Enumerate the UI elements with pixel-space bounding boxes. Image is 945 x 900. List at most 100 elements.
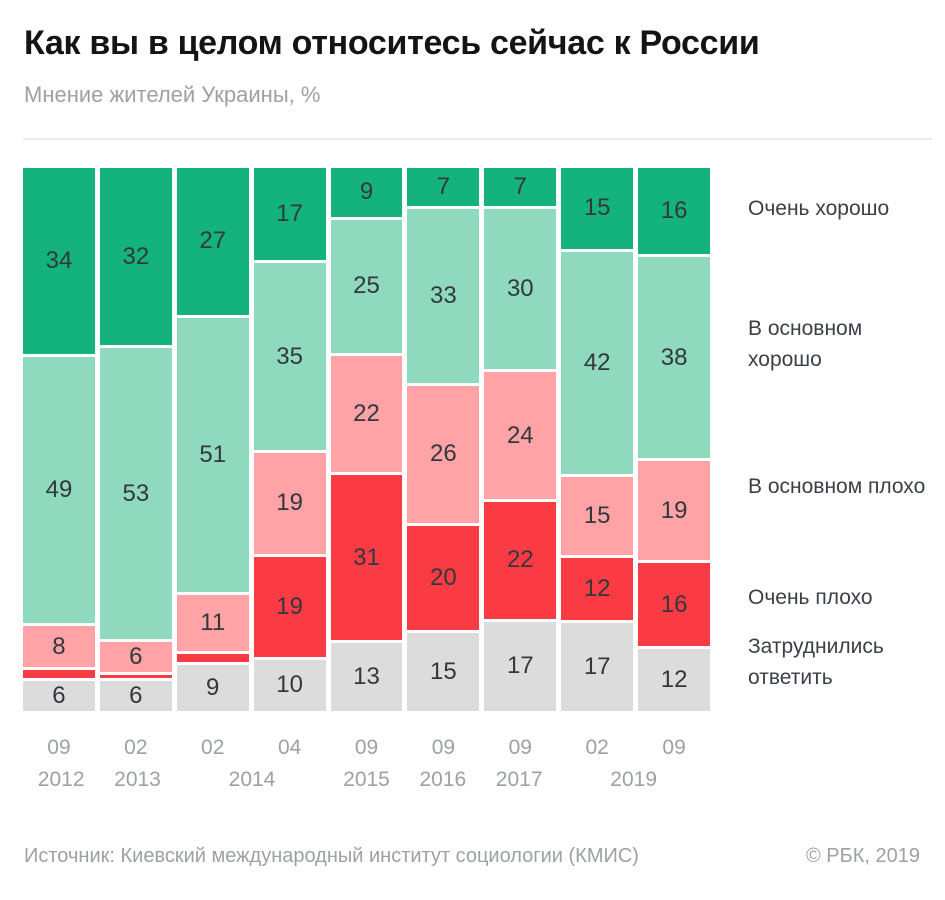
chart-legend: Очень хорошо В основном хорошо В основном … (748, 168, 933, 711)
bar-segment-mostly_good: 30 (484, 206, 557, 369)
bar-segment-mostly_bad: 26 (407, 383, 480, 523)
bar-segment-no_answer: 9 (176, 662, 249, 711)
bar-segment-mostly_good: 25 (330, 216, 403, 353)
bar-value-label: 19 (276, 489, 303, 517)
bar-value-label: 19 (660, 496, 688, 524)
x-axis-years: 2012 2013 2014 2015 2016 2017 2019 (23, 768, 710, 794)
bar-column: 16 38 19 16 12 (638, 168, 711, 711)
bar-value-label: 16 (660, 197, 688, 224)
bar-segment-mostly_good: 51 (176, 314, 249, 592)
bar-segment-very_good: 15 (561, 168, 634, 249)
bar-segment-very_bad (176, 651, 249, 663)
x-tick-year: 2012 (37, 768, 85, 791)
bar-segment-very_bad (99, 672, 172, 678)
stacked-bar-chart: 34 49 8 6 32 53 6 6 27 51 11 9 17 35 19 19 10 9 25 22 31 13 7 3… (23, 168, 711, 711)
bar-segment-no_answer: 6 (99, 677, 172, 711)
bar-column: 7 30 24 22 17 (484, 168, 557, 711)
bar-segment-mostly_bad: 24 (484, 368, 557, 500)
bar-value-label: 6 (52, 682, 66, 710)
bar-value-label: 34 (45, 247, 73, 275)
bar-segment-no_answer: 17 (484, 618, 557, 711)
legend-label-very_bad: Очень плохо (748, 586, 873, 609)
bar-segment-mostly_good: 33 (407, 205, 480, 384)
bar-value-label: 11 (200, 608, 226, 636)
x-axis-months: 09 02 02 04 09 09 09 02 09 (23, 736, 710, 760)
bar-column: 9 25 22 31 13 (330, 168, 403, 711)
x-tick-year: 2015 (343, 768, 390, 791)
bar-value-label: 38 (660, 343, 688, 371)
x-tick-month: 09 (47, 736, 71, 759)
bar-value-label: 25 (353, 272, 380, 300)
x-tick-year: 2017 (495, 768, 543, 791)
bar-value-label: 13 (353, 663, 380, 691)
legend-label-no_answer: Затруднились ответить (748, 635, 884, 689)
legend-label-very_good: Очень хорошо (748, 197, 890, 220)
bar-segment-very_bad: 19 (253, 553, 326, 657)
bar-value-label: 19 (276, 592, 303, 620)
bar-value-label: 17 (276, 200, 303, 228)
footer: Источник: Киевский международный институ… (24, 845, 920, 868)
x-tick-year: 2014 (228, 768, 276, 791)
bar-segment-very_good: 32 (99, 168, 172, 346)
x-tick-month: 09 (508, 736, 532, 759)
bar-segment-mostly_good: 38 (638, 254, 711, 459)
bar-value-label: 9 (206, 674, 220, 702)
bar-segment-very_bad: 12 (561, 555, 634, 620)
bar-value-label: 30 (506, 274, 534, 302)
bar-value-label: 6 (129, 681, 143, 709)
bar-segment-very_bad: 31 (330, 472, 403, 641)
bar-segment-very_bad: 16 (638, 560, 711, 647)
bar-value-label: 24 (506, 421, 534, 449)
bar-value-label: 51 (199, 440, 227, 468)
bar-segment-mostly_bad: 8 (23, 623, 95, 668)
bar-value-label: 9 (359, 178, 374, 206)
bar-segment-mostly_good: 42 (561, 248, 634, 475)
bar-value-label: 7 (436, 172, 451, 200)
x-tick-month: 09 (431, 736, 456, 759)
bar-value-label: 22 (353, 399, 380, 427)
bar-value-label: 42 (583, 349, 611, 377)
bar-value-label: 12 (660, 666, 688, 694)
bar-column: 7 33 26 20 15 (407, 168, 480, 711)
bar-value-label: 49 (45, 476, 73, 504)
x-tick-year: 2013 (114, 768, 161, 791)
bar-value-label: 17 (583, 652, 611, 680)
x-tick-month: 09 (662, 736, 686, 759)
bar-value-label: 22 (506, 546, 534, 574)
bar-segment-mostly_bad: 15 (561, 474, 634, 556)
bar-value-label: 8 (52, 632, 66, 660)
bar-segment-very_bad (23, 667, 95, 679)
bar-segment-no_answer: 6 (23, 678, 95, 711)
bar-segment-mostly_bad: 19 (253, 450, 326, 554)
bar-segment-very_bad: 22 (484, 499, 557, 619)
bar-value-label: 31 (353, 543, 380, 571)
bar-value-label: 35 (276, 342, 303, 370)
bar-segment-very_good: 16 (638, 168, 711, 255)
bar-segment-mostly_good: 53 (99, 345, 172, 639)
bar-column: 15 42 15 12 17 (561, 168, 634, 711)
bar-segment-very_good: 34 (23, 168, 95, 355)
bar-value-label: 15 (430, 658, 457, 686)
x-tick-month: 02 (124, 736, 148, 759)
x-tick-month: 04 (277, 736, 302, 759)
bar-value-label: 32 (122, 242, 150, 270)
bar-value-label: 7 (513, 173, 527, 200)
bar-segment-very_good: 27 (176, 168, 249, 315)
bar-segment-no_answer: 10 (253, 656, 326, 711)
bar-segment-mostly_good: 49 (23, 354, 95, 624)
bar-column: 27 51 11 9 (176, 168, 249, 711)
bar-value-label: 20 (430, 564, 457, 592)
bar-value-label: 6 (129, 643, 143, 671)
bar-segment-very_good: 17 (253, 168, 326, 261)
bar-segment-mostly_bad: 6 (99, 638, 172, 673)
legend-label-mostly_bad: В основном плохо (748, 475, 926, 498)
bar-segment-no_answer: 12 (638, 646, 711, 711)
bar-value-label: 17 (506, 652, 534, 680)
bar-column: 17 35 19 19 10 (253, 168, 326, 711)
bar-value-label: 10 (276, 671, 303, 699)
bar-column: 34 49 8 6 (23, 168, 95, 711)
bar-segment-very_bad: 20 (407, 522, 480, 631)
bar-segment-mostly_bad: 22 (330, 352, 403, 473)
bar-value-label: 27 (199, 227, 227, 255)
